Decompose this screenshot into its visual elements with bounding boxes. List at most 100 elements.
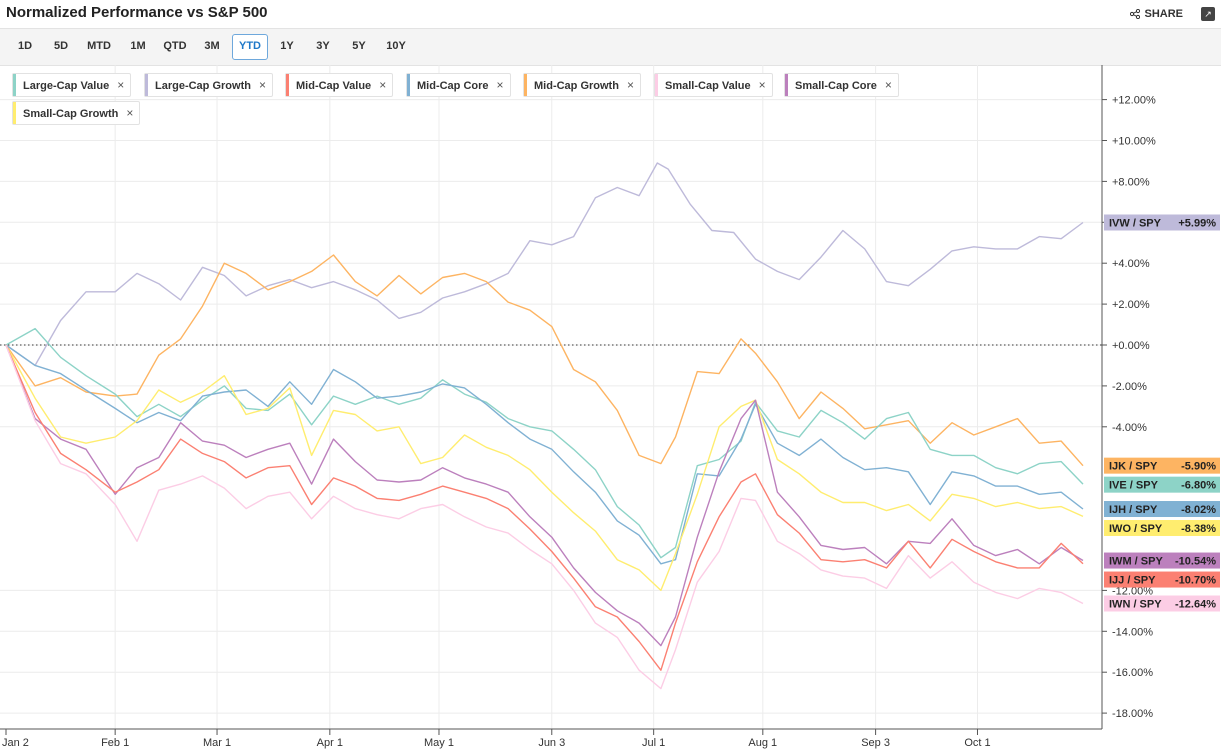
value-tag-value: -10.70% (1175, 575, 1216, 587)
y-axis: +12.00%+10.00%+8.00%+6.00%+4.00%+2.00%+0… (1101, 65, 1156, 729)
series-line-mid-cap-value (5, 344, 1084, 671)
remove-icon[interactable]: × (758, 78, 766, 92)
value-tag: IWO / SPY -8.38% (1104, 520, 1220, 537)
chart-title: Normalized Performance vs S&P 500 (6, 4, 268, 21)
series-line-large-cap-growth (5, 162, 1084, 367)
range-button-5y[interactable]: 5Y (352, 40, 366, 52)
legend-label: Mid-Cap Core (417, 80, 489, 92)
x-tick-label: Jul 1 (642, 737, 665, 749)
value-tag-bg (1104, 552, 1220, 569)
remove-icon[interactable]: × (126, 106, 134, 120)
x-tick-label: Apr 1 (317, 737, 343, 749)
value-tag-bg (1104, 595, 1220, 612)
value-tag: IVW / SPY +5.99% (1104, 214, 1220, 231)
legend-label: Small-Cap Growth (23, 108, 119, 120)
x-tick-label: Oct 1 (964, 737, 990, 749)
x-tick-label: Mar 1 (203, 737, 231, 749)
expand-icon[interactable]: ↗ (1201, 7, 1215, 21)
y-tick-label: +10.00% (1112, 136, 1156, 148)
legend-swatch (145, 74, 148, 96)
value-tag: IVE / SPY -6.80% (1104, 476, 1220, 493)
value-tag-bg (1104, 476, 1220, 493)
value-tag: IWM / SPY -10.54% (1104, 552, 1220, 569)
value-tag-bg (1104, 501, 1220, 518)
legend-chip-mid-cap-growth[interactable]: Mid-Cap Growth × (523, 73, 641, 97)
y-tick-label: -14.00% (1112, 626, 1153, 638)
range-button-5d[interactable]: 5D (53, 40, 69, 52)
series-line-small-cap-growth (5, 344, 1084, 592)
value-tag-bg (1104, 520, 1220, 537)
value-tag-value: -5.90% (1181, 461, 1216, 473)
value-tag-ticker: IJK / SPY (1109, 461, 1158, 473)
x-tick-label: May 1 (424, 737, 454, 749)
share-label: SHARE (1144, 8, 1183, 20)
value-tag-ticker: IVW / SPY (1109, 218, 1162, 230)
y-tick-label: -4.00% (1112, 422, 1147, 434)
share-icon (1130, 9, 1141, 19)
series-line-small-cap-core (5, 344, 1084, 647)
remove-icon[interactable]: × (626, 78, 634, 92)
legend-label: Large-Cap Value (23, 80, 110, 92)
remove-icon[interactable]: × (117, 78, 125, 92)
y-tick-label: +4.00% (1112, 258, 1150, 270)
legend-chip-small-cap-core[interactable]: Small-Cap Core × (784, 73, 899, 97)
value-tag-bg (1104, 571, 1220, 588)
value-tag: IJK / SPY -5.90% (1104, 457, 1220, 474)
legend-chip-mid-cap-value[interactable]: Mid-Cap Value × (285, 73, 394, 97)
y-tick-label: +0.00% (1112, 340, 1150, 352)
value-tag: IJJ / SPY -10.70% (1104, 571, 1220, 588)
remove-icon[interactable]: × (258, 78, 266, 92)
range-toolbar: 1D 5D MTD 1M QTD 3M YTD 1Y 3Y 5Y 10Y (0, 29, 1221, 66)
y-tick-label: -12.00% (1112, 585, 1153, 597)
series-line-small-cap-value (5, 344, 1084, 690)
legend-chip-large-cap-value[interactable]: Large-Cap Value × (12, 73, 132, 97)
legend-swatch (785, 74, 788, 96)
value-tag-value: -8.38% (1181, 523, 1216, 535)
legend-chip-small-cap-growth[interactable]: Small-Cap Growth × (12, 101, 141, 125)
value-tag-ticker: IJJ / SPY (1109, 575, 1156, 587)
legend-chip-small-cap-value[interactable]: Small-Cap Value × (654, 73, 773, 97)
value-tag: IJH / SPY -8.02% (1104, 501, 1220, 518)
legend-label: Mid-Cap Value (296, 80, 372, 92)
y-tick-label: -18.00% (1112, 708, 1153, 720)
remove-icon[interactable]: × (496, 78, 504, 92)
value-tag-value: -10.54% (1175, 556, 1216, 568)
value-tag-bg (1104, 457, 1220, 474)
y-tick-label: -2.00% (1112, 381, 1147, 393)
x-tick-label: Feb 1 (101, 737, 129, 749)
legend-label: Mid-Cap Growth (534, 80, 619, 92)
value-tag-value: +5.99% (1178, 218, 1216, 230)
value-tag-bg (1104, 214, 1220, 231)
y-tick-label: +8.00% (1112, 176, 1150, 188)
legend-swatch (13, 102, 16, 124)
value-tag-ticker: IWO / SPY (1109, 523, 1163, 535)
value-tag-ticker: IVE / SPY (1109, 480, 1159, 492)
remove-icon[interactable]: × (884, 78, 892, 92)
range-button-3m[interactable]: 3M (204, 40, 220, 52)
range-button-mtd[interactable]: MTD (87, 40, 111, 52)
range-button-1m[interactable]: 1M (130, 40, 146, 52)
x-tick-label: Jun 3 (538, 737, 565, 749)
chart-svg: Jan 2 Feb 1 Mar 1 Apr 1 May 1 Jun 3 Jul 1 Aug 1… (0, 65, 1220, 749)
y-tick-label: +12.00% (1112, 95, 1156, 107)
range-button-10y[interactable]: 10Y (386, 40, 406, 52)
x-axis: Jan 2 Feb 1 Mar 1 Apr 1 May 1 Jun 3 Jul 1 Aug 1… (0, 728, 1102, 749)
value-tag-value: -12.64% (1175, 598, 1216, 610)
range-button-3y[interactable]: 3Y (316, 40, 330, 52)
legend-chip-mid-cap-core[interactable]: Mid-Cap Core × (406, 73, 511, 97)
range-button-ytd[interactable]: YTD (232, 34, 268, 60)
range-button-1d[interactable]: 1D (17, 40, 33, 52)
grid (0, 65, 1102, 729)
y-tick-label: -16.00% (1112, 667, 1153, 679)
legend-swatch (407, 74, 410, 96)
range-button-qtd[interactable]: QTD (163, 40, 187, 52)
remove-icon[interactable]: × (379, 78, 387, 92)
range-button-1y[interactable]: 1Y (280, 40, 294, 52)
legend-chip-large-cap-growth[interactable]: Large-Cap Growth × (144, 73, 273, 97)
legend-swatch (13, 74, 16, 96)
legend-label: Small-Cap Value (665, 80, 751, 92)
legend-swatch (524, 74, 527, 96)
share-button[interactable]: SHARE (1130, 8, 1183, 20)
series-lines (5, 162, 1084, 690)
value-tags: IVW / SPY +5.99% IJK / SPY -5.90% IVE / SPY -… (1104, 214, 1220, 612)
